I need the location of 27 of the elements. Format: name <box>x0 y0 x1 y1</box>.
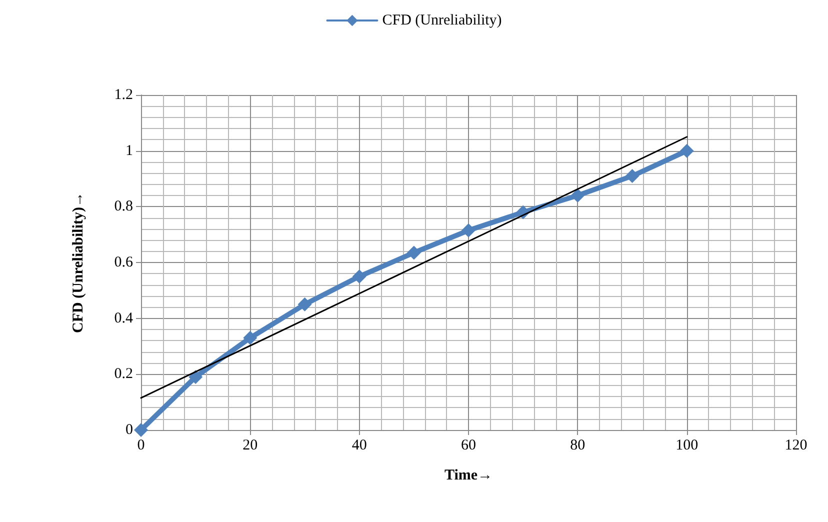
x-tick-label: 60 <box>461 438 476 454</box>
y-tick-label: 0 <box>126 422 133 438</box>
y-tick-label: 1 <box>126 142 133 159</box>
point <box>352 269 366 284</box>
legend-label: CFD (Unreliability) <box>382 12 502 28</box>
x-tick-label: 120 <box>784 438 808 454</box>
x-tick-label: 0 <box>137 438 145 454</box>
x-tick-label: 40 <box>352 438 367 454</box>
point <box>570 188 585 202</box>
point <box>625 168 640 183</box>
y-tick-label: 0.2 <box>114 366 133 382</box>
point <box>134 423 148 437</box>
x-tick-label: 100 <box>676 438 698 454</box>
point <box>680 144 694 158</box>
x-tick-label: 20 <box>242 438 258 454</box>
point <box>406 246 421 260</box>
point <box>243 330 258 345</box>
x-axis-title: Time→ <box>444 468 493 484</box>
y-axis-title: CFD (Unreliability)→ <box>70 192 86 333</box>
y-tick-label: 1.2 <box>114 87 133 103</box>
y-tick-label: 0.6 <box>114 254 134 270</box>
point <box>298 297 312 312</box>
y-tick-label: 0.8 <box>114 198 133 215</box>
point <box>188 370 203 384</box>
y-tick-label: 0.4 <box>114 310 134 326</box>
point <box>462 223 476 238</box>
x-tick-label: 80 <box>570 438 586 454</box>
